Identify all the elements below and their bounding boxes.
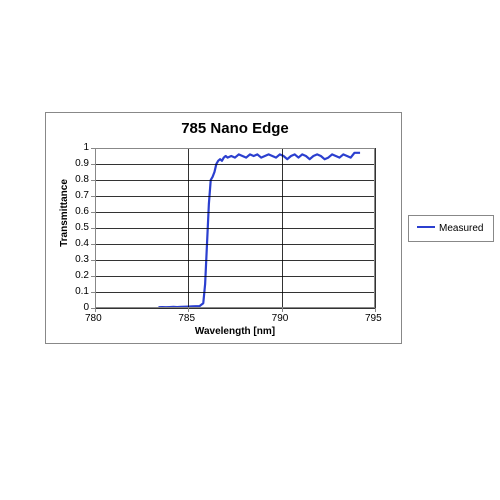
x-tick-label: 790 [272,313,289,324]
y-tick [91,148,95,149]
x-tick [188,308,189,312]
y-gridline [95,292,375,293]
y-tick-label: 0.5 [75,222,89,233]
x-tick [282,308,283,312]
y-gridline [95,148,375,149]
page-canvas: 785 Nano Edge 0 0.1 0.2 0.3 0.4 0.5 0.6 0.7 0.8 0… [0,0,500,500]
y-tick [91,164,95,165]
y-tick-label: 0.6 [75,206,89,217]
y-gridline [95,276,375,277]
y-tick-label: 0.9 [75,158,89,169]
y-tick-label: 0.8 [75,174,89,185]
y-tick [91,292,95,293]
x-gridline [188,148,189,308]
y-tick-label: 0.1 [75,286,89,297]
x-axis-label: Wavelength [nm] [95,326,375,337]
legend-label: Measured [439,223,483,234]
x-tick-label: 795 [365,313,382,324]
legend: Measured [408,215,494,242]
x-gridline [95,148,96,308]
y-gridline [95,164,375,165]
y-tick [91,244,95,245]
y-tick [91,276,95,277]
y-gridline [95,260,375,261]
y-tick-label: 0.2 [75,270,89,281]
y-gridline [95,244,375,245]
y-tick-label: 0 [83,302,89,313]
legend-line-swatch [417,222,435,235]
x-gridline [282,148,283,308]
y-tick [91,196,95,197]
x-tick-label: 780 [85,313,102,324]
y-gridline [95,308,375,309]
x-tick [95,308,96,312]
y-tick-label: 0.3 [75,254,89,265]
y-tick [91,228,95,229]
x-tick-label: 785 [178,313,195,324]
y-gridline [95,180,375,181]
y-gridline [95,212,375,213]
y-tick-label: 0.7 [75,190,89,201]
y-axis-label: Transmittance [59,163,70,263]
y-gridline [95,228,375,229]
x-tick [375,308,376,312]
y-tick-label: 0.4 [75,238,89,249]
y-tick [91,180,95,181]
y-tick-label: 1 [83,142,89,153]
chart-title: 785 Nano Edge [95,120,375,137]
y-tick [91,212,95,213]
y-tick [91,260,95,261]
y-gridline [95,196,375,197]
x-gridline [375,148,376,308]
